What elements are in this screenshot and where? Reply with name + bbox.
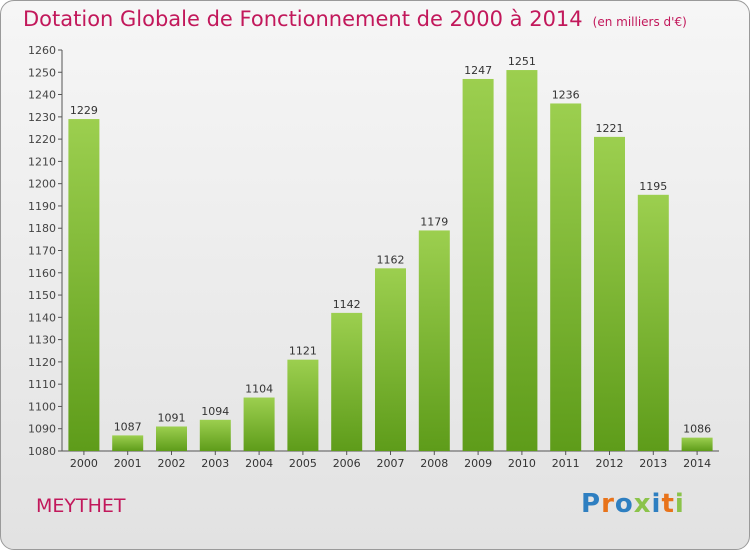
bar	[112, 435, 144, 451]
bar-value-label: 1179	[420, 215, 448, 228]
bar	[156, 426, 187, 451]
bar-value-label: 1121	[289, 345, 317, 358]
y-tick-label: 1160	[28, 267, 56, 280]
bar-value-label: 1162	[377, 253, 405, 266]
logo-letter: i	[674, 489, 685, 519]
bar-value-label: 1086	[683, 423, 711, 436]
x-tick-label: 2011	[552, 457, 580, 470]
bar-value-label: 1251	[508, 55, 536, 68]
logo-letter: P	[581, 489, 602, 519]
y-tick-label: 1140	[28, 311, 56, 324]
bar	[243, 397, 275, 451]
bar	[331, 312, 363, 451]
bar-value-label: 1247	[464, 64, 492, 77]
x-tick-label: 2013	[639, 457, 667, 470]
logo-letter: x	[633, 489, 652, 519]
y-tick-label: 1230	[28, 111, 56, 124]
y-tick-label: 1130	[28, 334, 56, 347]
bar-value-label: 1142	[333, 298, 361, 311]
y-tick-label: 1080	[28, 445, 56, 458]
x-tick-label: 2014	[683, 457, 711, 470]
x-tick-label: 2003	[201, 457, 229, 470]
x-tick-label: 2010	[508, 457, 536, 470]
x-tick-label: 2004	[245, 457, 273, 470]
bar-value-label: 1195	[639, 180, 667, 193]
logo-letter: r	[601, 489, 615, 519]
place-name: MEYTHET	[36, 495, 126, 517]
bar-value-label: 1087	[114, 420, 142, 433]
chart-subtitle: (en milliers d'€)	[592, 15, 687, 29]
y-tick-label: 1110	[28, 378, 56, 391]
y-tick-label: 1190	[28, 200, 56, 213]
bar	[681, 437, 713, 451]
y-tick-label: 1100	[28, 400, 56, 413]
x-tick-label: 2002	[158, 457, 186, 470]
chart-title: Dotation Globale de Fonctionnement de 20…	[23, 7, 687, 31]
x-tick-label: 2008	[420, 457, 448, 470]
x-tick-label: 2007	[377, 457, 405, 470]
chart-title-text: Dotation Globale de Fonctionnement de 20…	[23, 7, 583, 31]
bar	[462, 78, 494, 451]
y-tick-label: 1210	[28, 155, 56, 168]
x-tick-label: 2005	[289, 457, 317, 470]
bar-value-label: 1229	[70, 104, 98, 117]
y-tick-label: 1200	[28, 178, 56, 191]
y-tick-label: 1150	[28, 289, 56, 302]
bar	[68, 119, 100, 452]
bar-value-label: 1221	[596, 122, 624, 135]
logo-letter: t	[661, 489, 675, 519]
bar	[550, 103, 582, 451]
y-tick-label: 1090	[28, 423, 56, 436]
y-tick-label: 1170	[28, 245, 56, 258]
y-tick-label: 1260	[28, 44, 56, 57]
y-tick-label: 1240	[28, 89, 56, 102]
x-tick-label: 2009	[464, 457, 492, 470]
y-tick-label: 1250	[28, 66, 56, 79]
y-tick-label: 1180	[28, 222, 56, 235]
bar	[637, 194, 669, 452]
bar	[506, 70, 538, 452]
bar	[287, 359, 319, 451]
y-tick-label: 1220	[28, 133, 56, 146]
x-tick-label: 2001	[114, 457, 142, 470]
bar	[418, 230, 450, 451]
bar	[375, 268, 406, 451]
bar-value-label: 1104	[245, 383, 273, 396]
bar-value-label: 1094	[201, 405, 229, 418]
bar-value-label: 1091	[158, 411, 186, 424]
x-tick-label: 2012	[596, 457, 624, 470]
logo-letter: i	[651, 489, 662, 519]
y-tick-label: 1120	[28, 356, 56, 369]
x-tick-label: 2006	[333, 457, 361, 470]
x-tick-label: 2000	[70, 457, 98, 470]
bar	[199, 419, 231, 451]
bar-value-label: 1236	[552, 88, 580, 101]
logo-letter: o	[614, 489, 634, 519]
proxiti-logo: Proxiti	[581, 489, 685, 519]
bar	[594, 136, 625, 451]
